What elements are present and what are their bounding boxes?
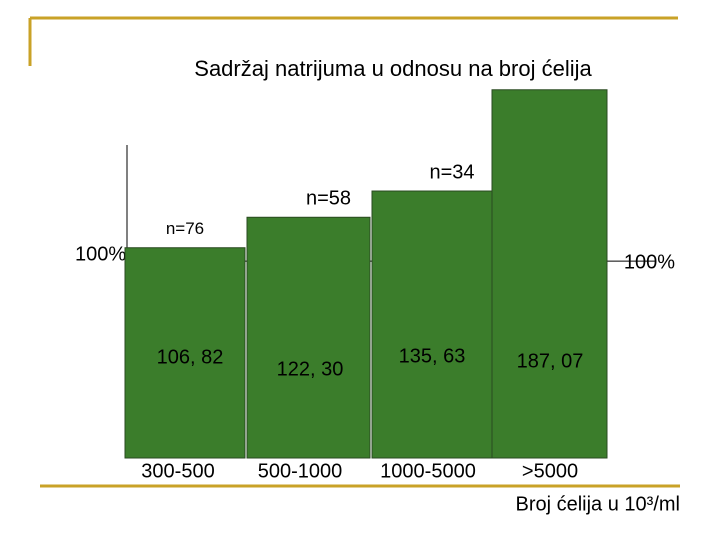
bar <box>371 190 493 459</box>
n-label: n=34 <box>429 161 474 183</box>
x-axis-label: Broj ćelija u 10³/ml <box>515 493 680 515</box>
value-label: 122, 30 <box>277 358 344 380</box>
n-label: n=76 <box>166 219 204 238</box>
x-tick-label: >5000 <box>522 460 578 482</box>
x-tick-label: 300-500 <box>141 460 214 482</box>
value-label: 135, 63 <box>399 345 466 367</box>
reference-label: 100% <box>75 243 126 265</box>
bar <box>124 247 246 459</box>
x-tick-label: 1000-5000 <box>380 460 476 482</box>
bar <box>246 216 371 459</box>
x-tick-label: 500-1000 <box>258 460 343 482</box>
n-label: n=58 <box>306 188 351 210</box>
value-label: 187, 07 <box>517 350 584 372</box>
reference-label: 100% <box>624 251 675 273</box>
value-label: 106, 82 <box>157 346 224 368</box>
chart-title: Sadržaj natrijuma u odnosu na broj ćelij… <box>194 56 592 81</box>
bar <box>491 89 608 459</box>
